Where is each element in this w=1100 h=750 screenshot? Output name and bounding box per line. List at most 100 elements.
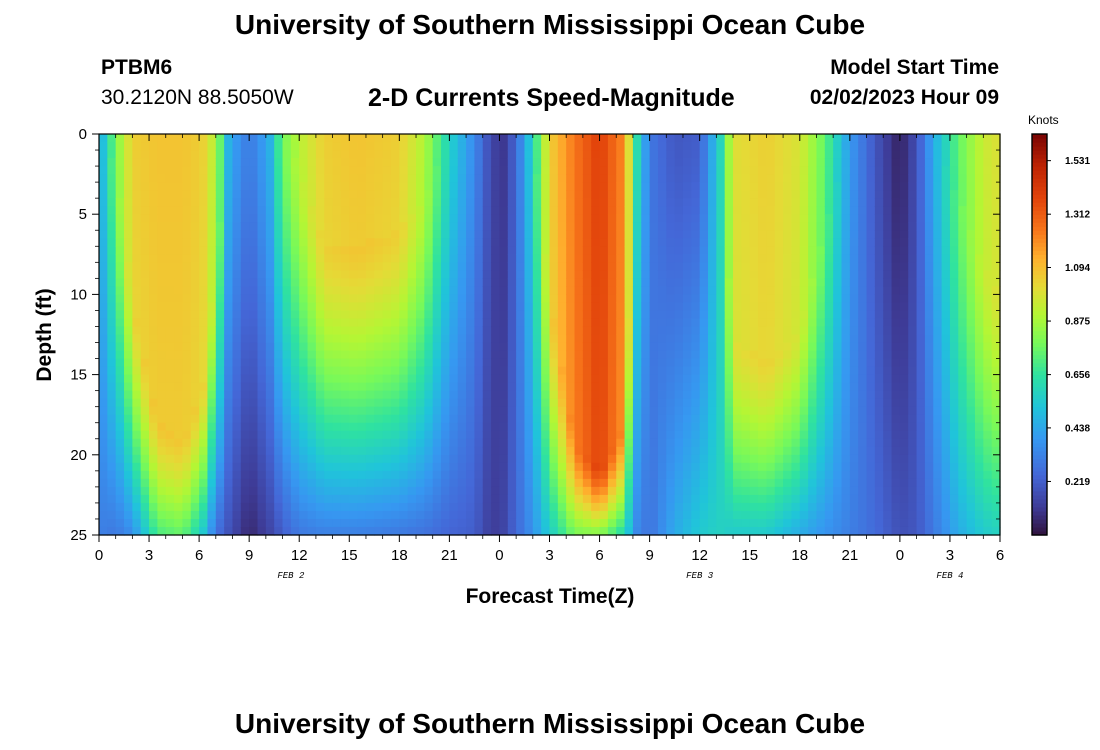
- heatmap-cell: [783, 366, 793, 376]
- heatmap-cell: [774, 470, 784, 480]
- heatmap-cell: [758, 470, 768, 480]
- heatmap-cell: [532, 230, 542, 239]
- heatmap-cell: [833, 302, 843, 312]
- heatmap-cell: [290, 270, 300, 279]
- heatmap-cell: [666, 230, 676, 239]
- heatmap-cell: [682, 382, 692, 392]
- heatmap-cell: [357, 230, 367, 239]
- heatmap-cell: [591, 214, 601, 223]
- heatmap-cell: [99, 246, 108, 255]
- heatmap-cell: [641, 374, 651, 384]
- heatmap-cell: [674, 502, 684, 512]
- heatmap-cell: [774, 318, 784, 328]
- heatmap-cell: [574, 438, 584, 448]
- heatmap-cell: [207, 198, 217, 207]
- heatmap-cell: [199, 526, 209, 536]
- heatmap-cell: [115, 334, 125, 344]
- heatmap-cell: [783, 422, 793, 432]
- heatmap-cell: [708, 294, 717, 304]
- heatmap-cell: [466, 454, 476, 464]
- heatmap-cell: [324, 382, 334, 392]
- heatmap-cell: [157, 166, 167, 175]
- heatmap-cell: [824, 174, 834, 183]
- heatmap-cell: [616, 390, 626, 400]
- heatmap-cell: [582, 158, 592, 167]
- heatmap-cell: [441, 310, 450, 320]
- heatmap-cell: [140, 206, 150, 215]
- heatmap-cell: [833, 342, 843, 352]
- heatmap-cell: [299, 470, 309, 480]
- heatmap-cell: [924, 150, 934, 159]
- heatmap-cell: [749, 510, 759, 520]
- heatmap-cell: [449, 390, 459, 400]
- heatmap-cell: [632, 254, 642, 263]
- heatmap-cell: [574, 478, 584, 488]
- heatmap-cell: [799, 166, 809, 175]
- heatmap-cell: [165, 166, 175, 175]
- heatmap-cell: [357, 502, 367, 512]
- heatmap-cell: [641, 454, 651, 464]
- heatmap-cell: [866, 430, 876, 440]
- heatmap-cell: [682, 150, 692, 159]
- heatmap-cell: [649, 486, 659, 496]
- heatmap-cell: [733, 262, 742, 271]
- heatmap-cell: [557, 310, 567, 320]
- heatmap-cell: [833, 350, 843, 360]
- heatmap-cell: [290, 406, 300, 416]
- heatmap-cell: [749, 502, 759, 512]
- heatmap-cell: [849, 150, 859, 159]
- heatmap-cell: [524, 422, 534, 432]
- heatmap-cell: [841, 350, 851, 360]
- heatmap-cell: [307, 326, 317, 336]
- heatmap-cell: [607, 374, 617, 384]
- heatmap-cell: [274, 422, 284, 432]
- heatmap-cell: [449, 462, 459, 472]
- heatmap-cell: [883, 302, 893, 312]
- heatmap-cell: [499, 278, 509, 287]
- heatmap-cell: [365, 286, 375, 295]
- heatmap-cell: [240, 438, 250, 448]
- heatmap-cell: [532, 158, 542, 167]
- heatmap-cell: [824, 398, 834, 408]
- heatmap-cell: [232, 134, 242, 143]
- heatmap-cell: [532, 246, 542, 255]
- heatmap-cell: [841, 374, 851, 384]
- heatmap-cell: [140, 158, 150, 167]
- heatmap-cell: [908, 334, 918, 344]
- heatmap-cell: [874, 502, 884, 512]
- heatmap-cell: [824, 518, 834, 528]
- heatmap-cell: [708, 366, 717, 376]
- heatmap-cell: [441, 406, 450, 416]
- heatmap-cell: [466, 166, 476, 175]
- heatmap-cell: [99, 470, 108, 480]
- heatmap-cell: [182, 246, 192, 255]
- heatmap-cell: [557, 462, 567, 472]
- heatmap-cell: [549, 526, 559, 536]
- heatmap-cell: [407, 310, 417, 320]
- heatmap-cell: [174, 446, 184, 456]
- heatmap-cell: [132, 494, 142, 504]
- heatmap-cell: [691, 262, 701, 271]
- heatmap-cell: [924, 158, 934, 167]
- heatmap-cell: [783, 398, 793, 408]
- heatmap-cell: [174, 390, 184, 400]
- heatmap-cell: [449, 262, 459, 271]
- heatmap-cell: [799, 390, 809, 400]
- heatmap-cell: [182, 438, 192, 448]
- heatmap-cell: [758, 158, 768, 167]
- heatmap-cell: [157, 366, 167, 376]
- heatmap-cell: [441, 486, 450, 496]
- heatmap-cell: [641, 230, 651, 239]
- heatmap-cell: [557, 518, 567, 528]
- heatmap-cell: [332, 166, 342, 175]
- heatmap-cell: [107, 182, 117, 191]
- heatmap-cell: [107, 382, 117, 392]
- heatmap-cell: [766, 326, 776, 336]
- heatmap-cell: [207, 486, 217, 496]
- heatmap-cell: [190, 406, 200, 416]
- heatmap-cell: [466, 478, 476, 488]
- heatmap-cell: [299, 494, 309, 504]
- heatmap-cell: [215, 318, 225, 328]
- heatmap-cell: [424, 350, 434, 360]
- heatmap-cell: [733, 414, 742, 424]
